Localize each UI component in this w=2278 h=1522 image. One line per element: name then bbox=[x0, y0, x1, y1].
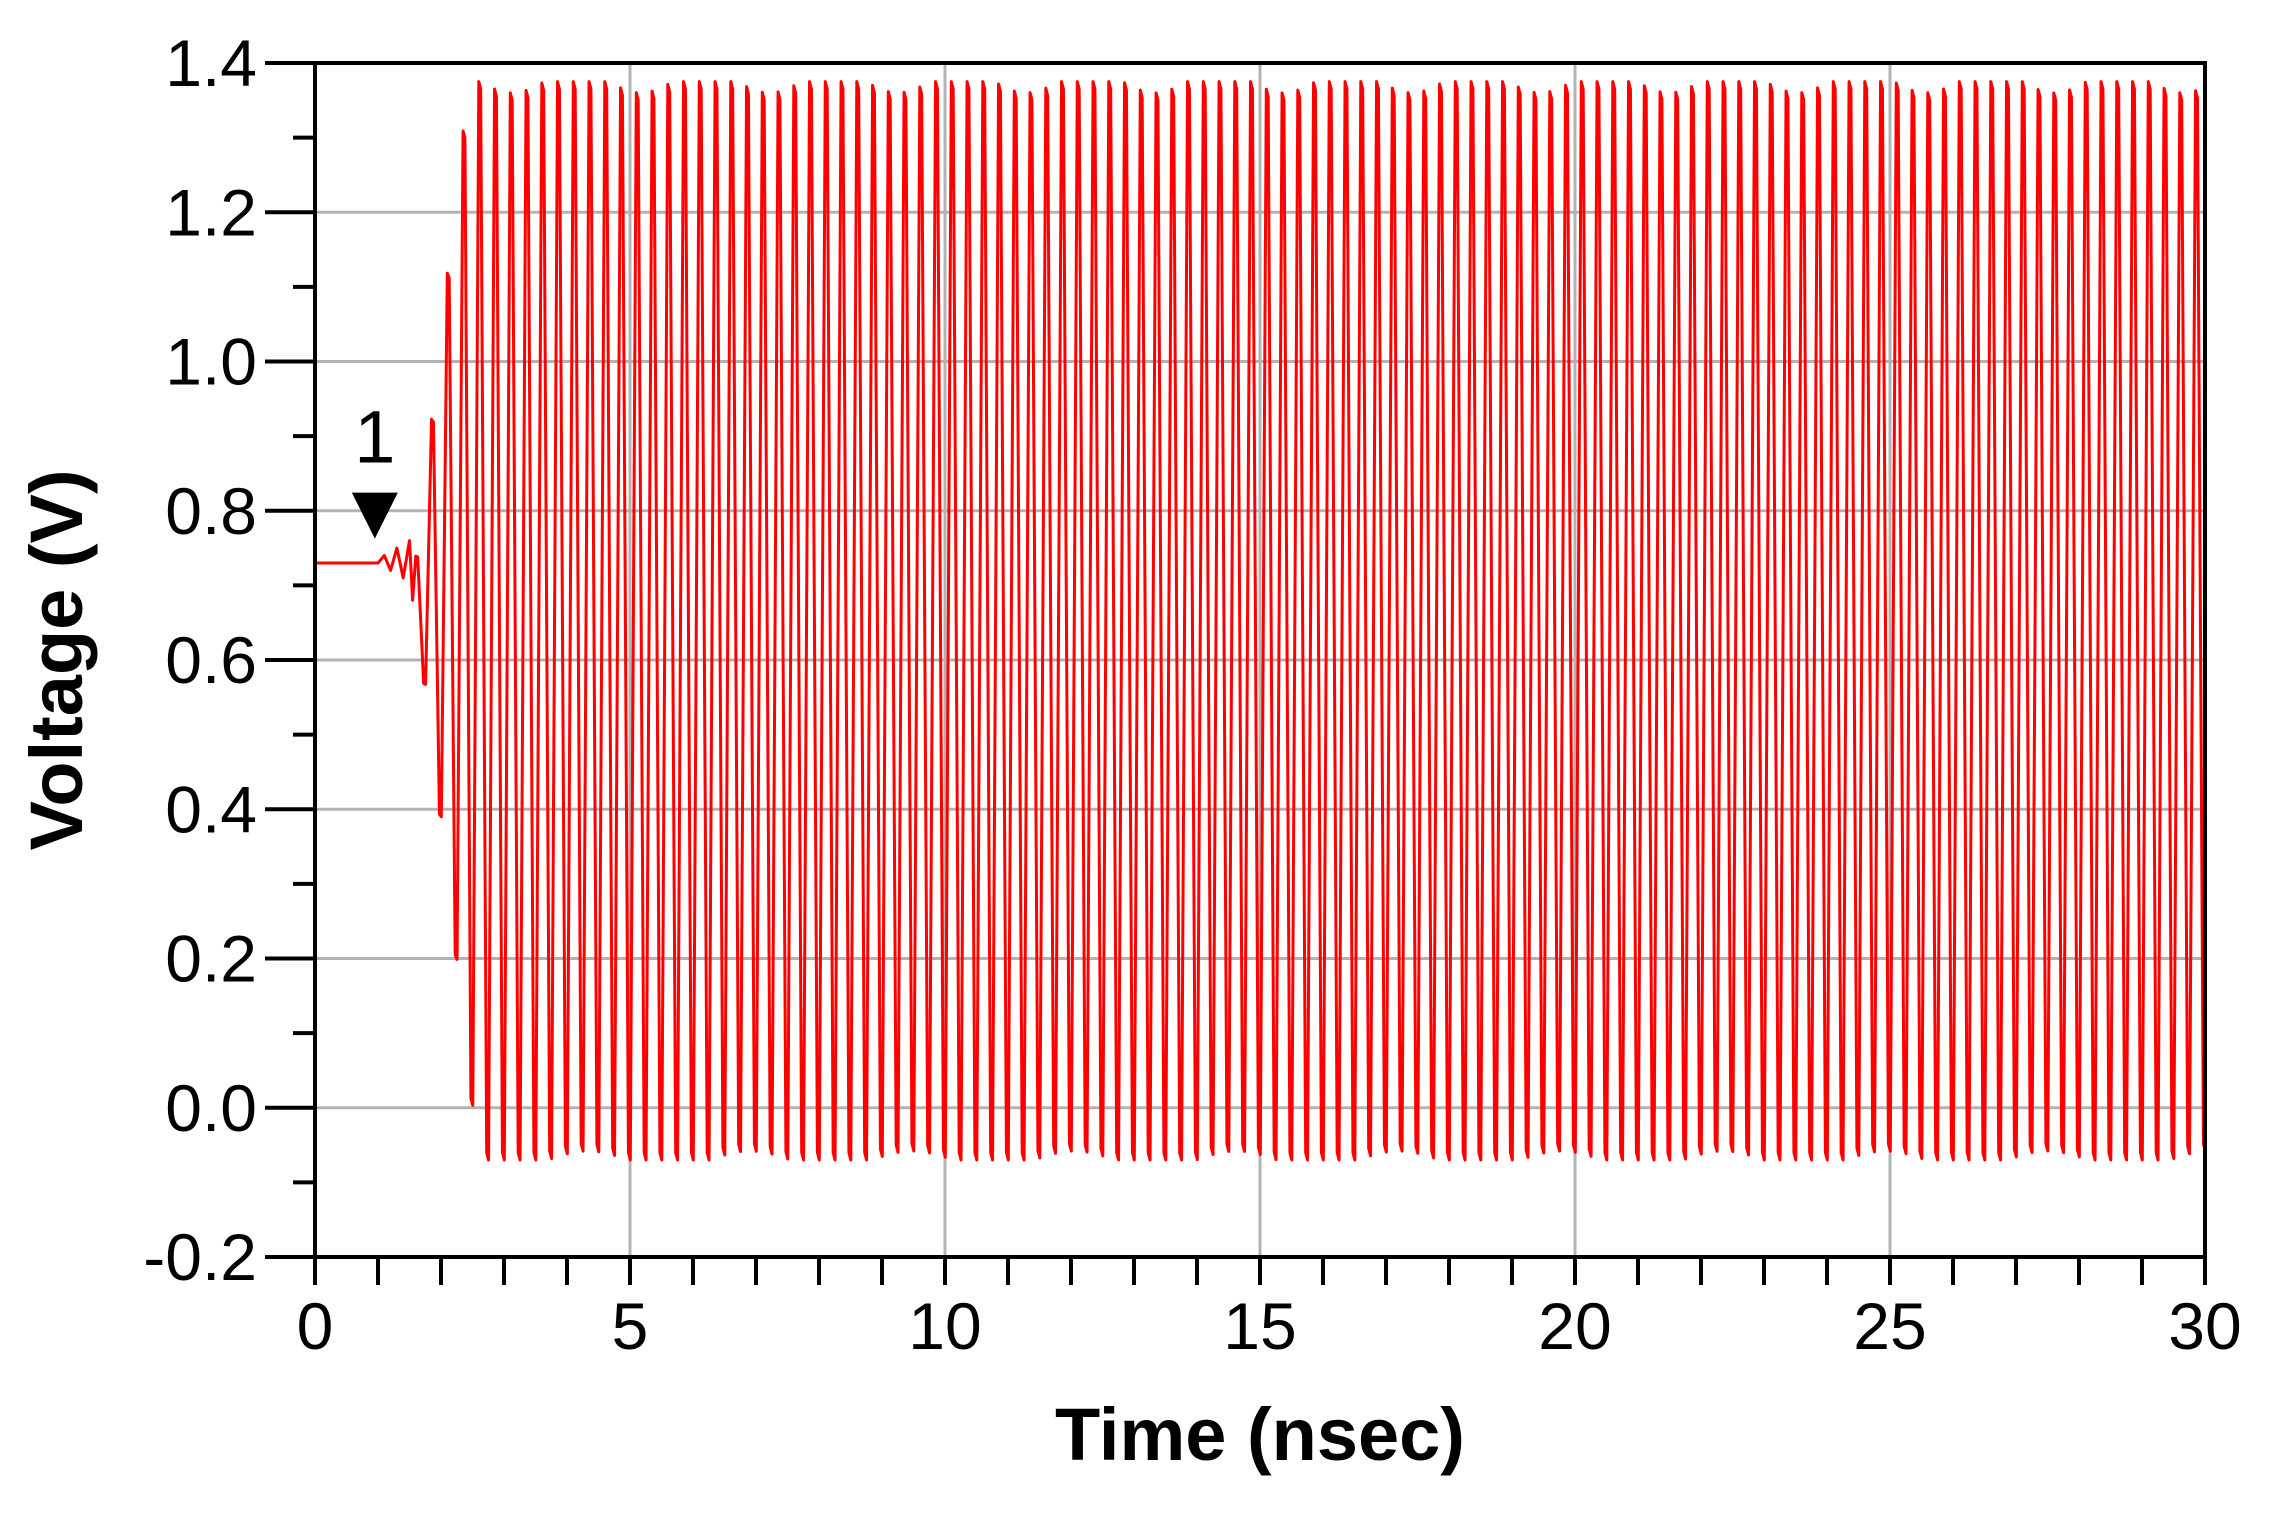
y-tick-label-6: 1.0 bbox=[165, 325, 257, 399]
y-tick-label-7: 1.2 bbox=[165, 175, 257, 249]
labels-layer: -0.2 0.0 0.2 0.4 0.6 0.8 1.0 1.2 1.4 0 5 10 15 20 25 30… bbox=[15, 26, 2242, 1476]
series-layer bbox=[315, 80, 2207, 1162]
marker-label: 1 bbox=[354, 396, 395, 479]
y-tick-label-5: 0.8 bbox=[165, 474, 257, 548]
x-tick-label-1: 5 bbox=[612, 1289, 649, 1363]
voltage-series-line bbox=[315, 80, 2207, 1162]
x-tick-label-4: 20 bbox=[1538, 1289, 1611, 1363]
axes-layer bbox=[265, 61, 2207, 1285]
x-tick-label-5: 25 bbox=[1853, 1289, 1926, 1363]
y-tick-label-8: 1.4 bbox=[165, 26, 257, 100]
x-tick-label-3: 15 bbox=[1223, 1289, 1296, 1363]
marker-triangle-icon bbox=[351, 492, 398, 539]
y-tick-label-3: 0.4 bbox=[165, 772, 257, 846]
y-tick-label-0: -0.2 bbox=[143, 1220, 257, 1294]
x-tick-label-2: 10 bbox=[908, 1289, 981, 1363]
x-axis-title: Time (nsec) bbox=[1055, 1393, 1465, 1476]
y-tick-label-2: 0.2 bbox=[165, 922, 257, 996]
y-tick-label-1: 0.0 bbox=[165, 1071, 257, 1145]
y-tick-label-4: 0.6 bbox=[165, 623, 257, 697]
x-tick-label-6: 30 bbox=[2168, 1289, 2241, 1363]
y-axis-title: Voltage (V) bbox=[15, 470, 98, 851]
x-tick-label-0: 0 bbox=[297, 1289, 334, 1363]
